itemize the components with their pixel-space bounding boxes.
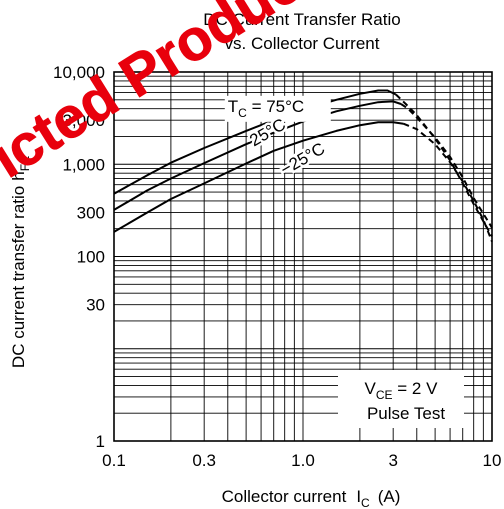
y-tick-label: 10,000 xyxy=(53,63,105,82)
series-label-0: TC = 75°C xyxy=(228,97,304,120)
plot-frame xyxy=(113,71,493,442)
x-tick-label: 0.1 xyxy=(102,451,126,470)
chart-title-line2: vs. Collector Current xyxy=(225,34,380,53)
y-tick-labels: 1 30 100 300 1,000 3,000 10,000 xyxy=(53,63,105,451)
test-condition-box: VCE = 2 V Pulse Test xyxy=(338,370,464,428)
series-line-extrapolated-1 xyxy=(400,103,493,229)
chart-title-line1: DC Current Transfer Ratio xyxy=(203,10,400,29)
x-axis-label: Collector current IC (A) xyxy=(222,487,401,509)
x-tick-label: 10 xyxy=(483,451,502,470)
series-line-1 xyxy=(113,100,402,211)
y-tick-label: 1,000 xyxy=(62,155,105,174)
series-line-extrapolated-2 xyxy=(403,122,493,242)
x-tick-labels: 0.1 0.3 1.0 3 10 xyxy=(102,451,501,470)
condition-vce: VCE = 2 V xyxy=(365,379,439,402)
y-tick-label: 3,000 xyxy=(62,111,105,130)
y-tick-label: 1 xyxy=(96,432,105,451)
series-line-extrapolated-0 xyxy=(395,93,493,237)
x-tick-label: 0.3 xyxy=(192,451,216,470)
x-tick-label: 1.0 xyxy=(291,451,315,470)
y-axis-label: DC current transfer ratiohFE xyxy=(9,156,32,368)
x-tick-label: 3 xyxy=(388,451,397,470)
y-tick-label: 30 xyxy=(86,296,105,315)
condition-pulse-test: Pulse Test xyxy=(367,404,445,423)
y-tick-label: 300 xyxy=(77,203,105,222)
series-label-bg xyxy=(224,95,331,122)
y-tick-label: 100 xyxy=(77,248,105,267)
series-line-2 xyxy=(113,121,404,233)
